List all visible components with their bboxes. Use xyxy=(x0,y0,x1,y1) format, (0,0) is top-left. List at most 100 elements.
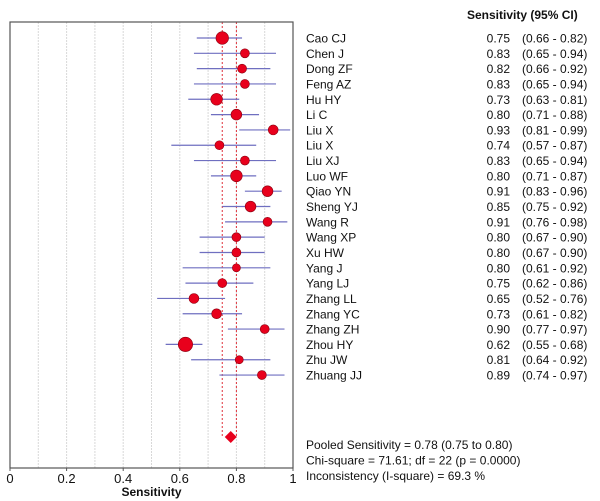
study-marker xyxy=(232,263,241,273)
study-estimate: 0.91 xyxy=(487,185,511,199)
study-marker xyxy=(237,63,247,74)
gridlines xyxy=(37,22,266,468)
study-name: Zhu JW xyxy=(306,353,348,367)
study-ci: (0.83 - 0.96) xyxy=(522,185,587,199)
study-estimate: 0.80 xyxy=(487,246,511,260)
study-marker xyxy=(262,217,273,227)
x-tick-label: 0 xyxy=(6,471,13,486)
study-name: Luo WF xyxy=(306,169,348,183)
study-marker xyxy=(259,324,270,334)
study-ci: (0.65 - 0.94) xyxy=(522,77,587,91)
study-name: Wang R xyxy=(306,215,349,229)
study-marker xyxy=(214,140,225,151)
study-ci: (0.52 - 0.76) xyxy=(522,292,587,306)
study-name: Wang XP xyxy=(306,231,356,245)
study-estimate: 0.93 xyxy=(487,123,511,137)
study-ci: (0.67 - 0.90) xyxy=(522,246,587,260)
study-estimate: 0.75 xyxy=(487,32,511,46)
study-name: Cao CJ xyxy=(306,32,346,46)
study-name: Zhang YC xyxy=(306,307,360,321)
column-header: Sensitivity (95% CI) xyxy=(467,8,578,22)
study-ci: (0.74 - 0.97) xyxy=(522,369,587,383)
summary-line: Chi-square = 71.61; df = 22 (p = 0.0000) xyxy=(306,454,520,468)
study-ci: (0.57 - 0.87) xyxy=(522,139,587,153)
study-estimate: 0.91 xyxy=(487,215,511,229)
study-estimate: 0.90 xyxy=(487,323,511,337)
study-name: Yang J xyxy=(306,261,342,275)
pooled-ci-lines xyxy=(221,22,237,443)
study-marker xyxy=(234,355,244,365)
study-ci: (0.66 - 0.92) xyxy=(522,62,587,76)
study-marker xyxy=(211,308,222,320)
study-marker xyxy=(244,200,257,213)
study-marker xyxy=(240,48,250,59)
study-name: Dong ZF xyxy=(306,62,353,76)
study-marker xyxy=(261,185,274,197)
study-name: Liu XJ xyxy=(306,154,339,168)
study-markers xyxy=(177,31,279,380)
study-estimate: 0.89 xyxy=(487,369,511,383)
study-ci: (0.66 - 0.82) xyxy=(522,32,587,46)
summary-statistics: Pooled Sensitivity = 0.78 (0.75 to 0.80)… xyxy=(306,438,520,483)
study-name: Li C xyxy=(306,108,328,122)
confidence-intervals xyxy=(157,37,291,376)
summary-line: Pooled Sensitivity = 0.78 (0.75 to 0.80) xyxy=(306,438,512,452)
study-marker xyxy=(230,108,243,121)
study-name: Zhou HY xyxy=(306,338,353,352)
study-marker xyxy=(210,93,223,106)
study-name: Zhang LL xyxy=(306,292,357,306)
study-ci: (0.62 - 0.86) xyxy=(522,277,587,291)
study-labels: Cao CJ 0.75 (0.66 - 0.82) Chen J 0.83 (0.65 -… xyxy=(306,32,587,383)
study-estimate: 0.62 xyxy=(487,338,511,352)
study-name: Feng AZ xyxy=(306,77,351,91)
study-estimate: 0.85 xyxy=(487,200,511,214)
study-estimate: 0.83 xyxy=(487,77,511,91)
summary-line: Inconsistency (I-square) = 69.3 % xyxy=(306,469,485,483)
study-ci: (0.65 - 0.94) xyxy=(522,47,587,61)
study-marker xyxy=(240,155,250,166)
study-name: Xu HW xyxy=(306,246,345,260)
study-marker xyxy=(240,79,250,89)
study-estimate: 0.81 xyxy=(487,353,511,367)
study-marker xyxy=(257,370,267,380)
study-ci: (0.64 - 0.92) xyxy=(522,353,587,367)
x-tick-label: 0.6 xyxy=(171,471,189,486)
study-ci: (0.75 - 0.92) xyxy=(522,200,587,214)
study-marker xyxy=(215,31,229,45)
study-ci: (0.61 - 0.92) xyxy=(522,261,587,275)
study-name: Zhang ZH xyxy=(306,323,359,337)
pooled-diamond xyxy=(224,431,237,443)
study-marker xyxy=(230,169,243,183)
study-name: Hu HY xyxy=(306,93,341,107)
study-name: Liu X xyxy=(306,123,333,137)
plot-frame xyxy=(9,21,294,469)
study-ci: (0.71 - 0.88) xyxy=(522,108,587,122)
study-name: Yang LJ xyxy=(306,277,349,291)
study-estimate: 0.80 xyxy=(487,169,511,183)
study-estimate: 0.73 xyxy=(487,93,511,107)
study-estimate: 0.80 xyxy=(487,108,511,122)
study-ci: (0.61 - 0.82) xyxy=(522,307,587,321)
study-estimate: 0.83 xyxy=(487,154,511,168)
study-name: Liu X xyxy=(306,139,333,153)
study-estimate: 0.80 xyxy=(487,231,511,245)
x-tick-label: 0.4 xyxy=(114,471,132,486)
study-ci: (0.63 - 0.81) xyxy=(522,93,587,107)
study-ci: (0.55 - 0.68) xyxy=(522,338,587,352)
x-tick-label: 0.8 xyxy=(227,471,245,486)
study-marker xyxy=(231,247,242,258)
study-estimate: 0.75 xyxy=(487,277,511,291)
study-ci: (0.76 - 0.98) xyxy=(522,215,587,229)
study-marker xyxy=(177,336,193,352)
study-marker xyxy=(188,293,200,304)
study-ci: (0.81 - 0.99) xyxy=(522,123,587,137)
study-marker xyxy=(217,278,228,288)
study-estimate: 0.73 xyxy=(487,307,511,321)
x-tick-label: 0.2 xyxy=(58,471,76,486)
study-ci: (0.67 - 0.90) xyxy=(522,231,587,245)
study-ci: (0.77 - 0.97) xyxy=(522,323,587,337)
study-marker xyxy=(267,124,279,136)
study-estimate: 0.82 xyxy=(487,62,511,76)
study-marker xyxy=(231,232,242,242)
